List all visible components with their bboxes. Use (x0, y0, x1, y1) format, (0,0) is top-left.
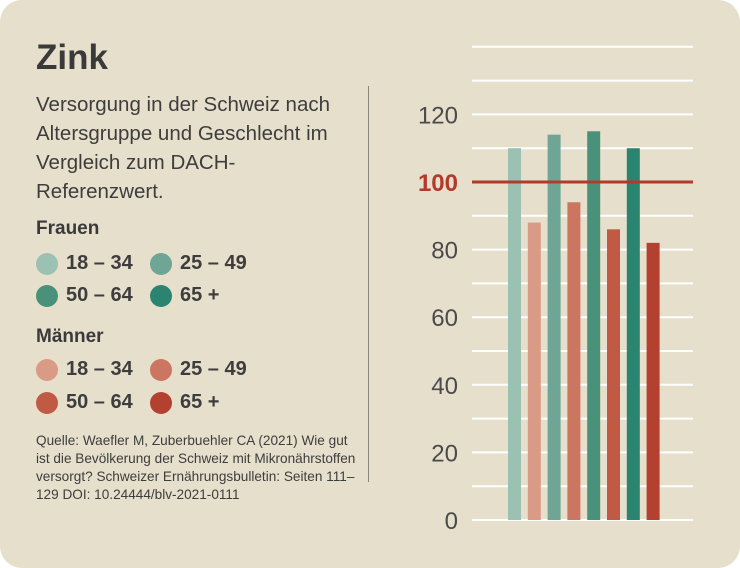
legend-label: 65 + (180, 284, 220, 306)
y-tick-label: 20 (431, 440, 458, 467)
y-tick-label: 80 (431, 238, 458, 265)
y-tick-label: 40 (431, 373, 458, 400)
legend-dot (36, 358, 58, 381)
legend-men-65-plus: 65 + (150, 391, 219, 414)
legend-women-65-plus: 65 + (150, 284, 219, 307)
y-tick-label: 0 (445, 508, 458, 535)
source-citation: Quelle: Waefler M, Zuberbuehler CA (2021… (36, 433, 356, 502)
legend-label: 18 – 34 (66, 252, 133, 274)
bar-männer-4 (646, 242, 660, 520)
legend-label: 25 – 49 (180, 358, 247, 380)
y-tick-label: 120 (418, 102, 458, 129)
bar-frauen-4 (626, 148, 640, 520)
legend-dot (150, 358, 172, 381)
legend-men-25-49: 25 – 49 (150, 358, 247, 381)
legend-dot (36, 252, 58, 275)
legend-label: 25 – 49 (180, 252, 247, 274)
legend-women-25-49: 25 – 49 (150, 252, 247, 275)
chart-subtitle: Versorgung in der Schweiz nach Altersgru… (36, 93, 331, 203)
legend-dot (150, 252, 172, 275)
legend-men-18-34: 18 – 34 (36, 358, 133, 381)
legend-label: 50 – 64 (66, 391, 133, 413)
chart-title: Zink (36, 38, 108, 77)
bar-frauen-3 (587, 131, 601, 521)
legend-dot (36, 391, 58, 414)
legend-label: 50 – 64 (66, 284, 133, 306)
panel-divider (368, 86, 369, 482)
legend-dot (150, 284, 172, 307)
legend-women-heading: Frauen (36, 218, 100, 239)
legend-dot (36, 284, 58, 307)
legend-dot (150, 391, 172, 414)
legend-women-18-34: 18 – 34 (36, 252, 133, 275)
bar-frauen-2 (547, 134, 561, 520)
legend-men-50-64: 50 – 64 (36, 391, 133, 414)
legend-women-50-64: 50 – 64 (36, 284, 133, 307)
bar-männer-2 (567, 202, 581, 520)
bar-männer-3 (607, 229, 620, 520)
bar-männer-1 (527, 222, 541, 520)
legend-men-heading: Männer (36, 326, 104, 347)
y-tick-label: 60 (431, 305, 458, 332)
legend-label: 18 – 34 (66, 358, 133, 380)
legend-label: 65 + (180, 391, 220, 413)
bar-frauen-1 (508, 148, 521, 520)
y-tick-label: 100 (418, 170, 458, 197)
